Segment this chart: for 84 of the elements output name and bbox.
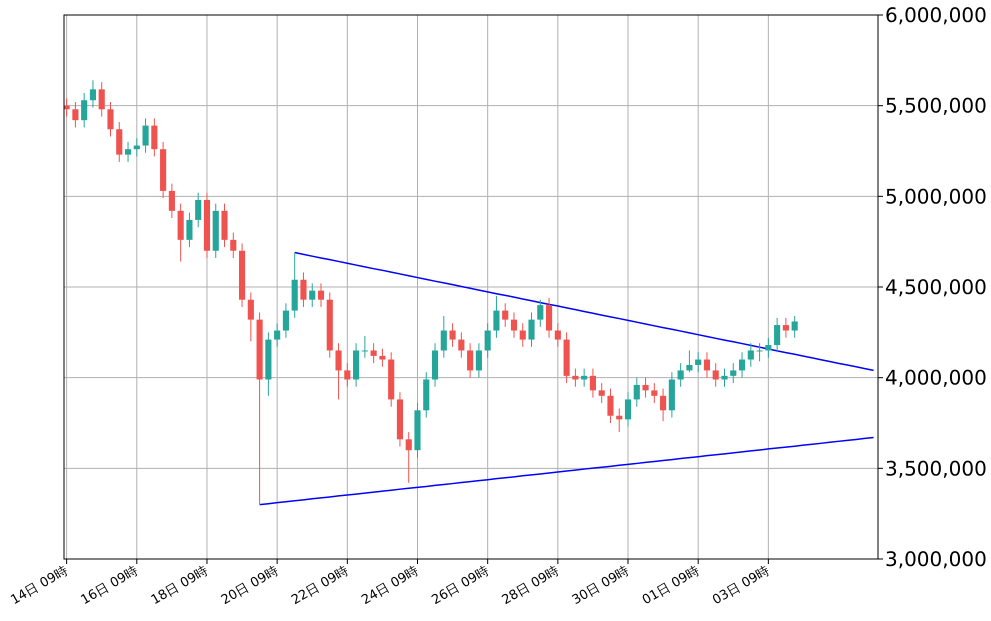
candlestick <box>335 342 342 400</box>
candlestick <box>510 312 518 338</box>
candlestick <box>98 82 105 118</box>
x-tick-label: 20日 09時 <box>218 563 282 608</box>
candlestick <box>134 138 140 157</box>
y-tick-label: 3,000,000 <box>885 547 987 571</box>
candlestick <box>704 352 710 378</box>
candlestick <box>370 342 377 364</box>
candlestick <box>484 322 491 358</box>
x-tick-label: 01日 09時 <box>640 563 702 608</box>
candlestick <box>450 322 456 348</box>
candlestick <box>309 282 316 308</box>
candlestick <box>721 368 728 388</box>
candlestick <box>730 362 736 384</box>
candlestick <box>379 348 386 368</box>
y-tick-label: 4,000,000 <box>885 366 987 390</box>
candlestick <box>81 92 88 128</box>
candlestick <box>64 98 70 118</box>
x-tick-label: 30日 09時 <box>570 563 632 608</box>
candlestick <box>642 377 649 398</box>
candlestick <box>537 299 544 328</box>
x-tick-label: 22日 09時 <box>289 563 352 608</box>
candlestick <box>282 302 289 338</box>
x-tick-label: 18日 09時 <box>148 563 211 608</box>
candlestick <box>782 317 789 338</box>
candlestick <box>274 322 280 348</box>
candlestick <box>581 368 588 388</box>
candlestick <box>624 392 632 428</box>
candlestick <box>774 317 780 353</box>
candlestick <box>528 312 535 348</box>
candlestick <box>678 362 684 388</box>
candlestick <box>590 368 596 398</box>
candlestick <box>195 192 202 228</box>
candlestick <box>72 102 78 128</box>
x-tick-label: 03日 09時 <box>710 563 772 608</box>
line-series <box>294 252 874 372</box>
candlestick <box>467 342 474 378</box>
candlestick <box>248 292 254 342</box>
candlestick <box>168 183 175 219</box>
y-tick-label: 5,500,000 <box>885 94 987 118</box>
candlestick <box>792 316 798 338</box>
candlestick <box>607 388 614 424</box>
y-tick-label: 5,000,000 <box>885 184 987 208</box>
candlestick <box>300 272 307 308</box>
candlestick <box>476 342 482 378</box>
candlestick <box>634 377 640 408</box>
candlestick <box>362 335 368 358</box>
x-tick-label: 16日 09時 <box>78 563 141 608</box>
y-tick-label: 4,500,000 <box>885 275 987 299</box>
candlestick <box>107 102 114 137</box>
candlestick <box>493 296 500 338</box>
candlestick <box>520 322 526 348</box>
x-tick-label: 14日 09時 <box>8 563 71 608</box>
candlestick <box>440 316 447 358</box>
y-tick-label: 3,500,000 <box>885 456 987 480</box>
candlestick <box>142 118 149 154</box>
candlestick <box>765 337 772 358</box>
candlestick <box>616 408 622 433</box>
line-series <box>258 436 874 506</box>
candlestick <box>90 80 96 108</box>
candlestick <box>230 232 236 258</box>
y-tick-label: 6,000,000 <box>885 3 987 27</box>
x-tick-label: 28日 09時 <box>500 563 562 608</box>
candlestick <box>756 342 763 362</box>
candlestick <box>502 302 508 328</box>
candlestick <box>738 352 746 378</box>
candlestick <box>686 350 692 373</box>
candlestick <box>598 382 605 404</box>
candlestick <box>554 322 561 348</box>
x-tick-label: 26日 09時 <box>429 563 492 608</box>
candlestick <box>695 352 702 373</box>
candlestick <box>186 212 193 248</box>
candlestick <box>651 382 658 404</box>
candlestick <box>344 362 350 388</box>
candlestick <box>151 118 158 157</box>
candlestick <box>572 368 578 388</box>
candlestick <box>660 388 666 422</box>
candlestick <box>406 432 412 484</box>
candlestick <box>124 141 132 162</box>
candlestick <box>748 342 754 368</box>
candlestick <box>458 332 464 358</box>
candlestick <box>318 282 324 308</box>
x-tick-label: 24日 09時 <box>359 563 422 608</box>
candlestick <box>712 362 719 388</box>
